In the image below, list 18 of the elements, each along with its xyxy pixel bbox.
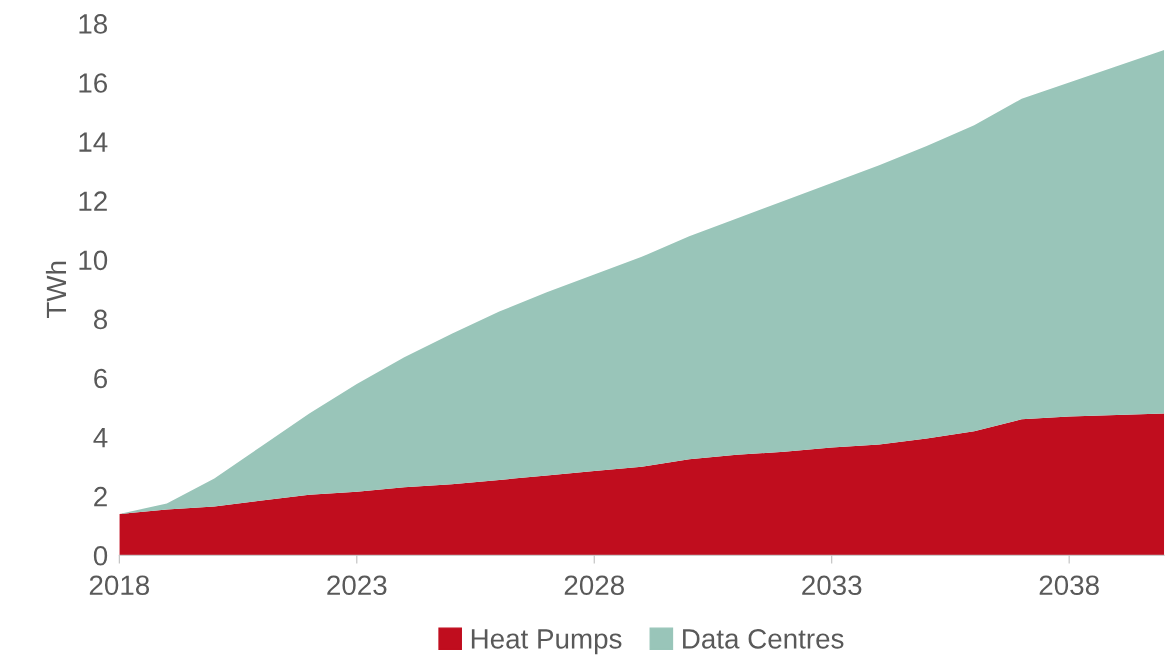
x-tick-label: 2028 <box>564 575 624 596</box>
y-tick-label: 14 <box>79 132 108 152</box>
legend-label: Heat Pumps <box>471 629 622 655</box>
x-tick-label: 2038 <box>1039 575 1099 596</box>
x-tick-label: 2023 <box>327 575 387 596</box>
y-tick-label: 0 <box>93 545 108 566</box>
legend-label: Data Centres <box>683 629 844 649</box>
y-tick-label: 10 <box>79 250 108 271</box>
y-tick-label: 8 <box>93 309 108 330</box>
y-tick-label: 18 <box>79 14 108 34</box>
y-axis-title: TWh <box>45 261 67 319</box>
x-tick-label: 2018 <box>89 575 150 596</box>
y-tick-label: 12 <box>79 191 107 211</box>
y-tick-label: 2 <box>94 486 107 507</box>
x-tick-label: 2033 <box>802 575 862 596</box>
y-tick-label: 6 <box>94 368 108 389</box>
y-tick-label: 16 <box>79 73 108 93</box>
y-tick-label: 4 <box>93 428 108 448</box>
